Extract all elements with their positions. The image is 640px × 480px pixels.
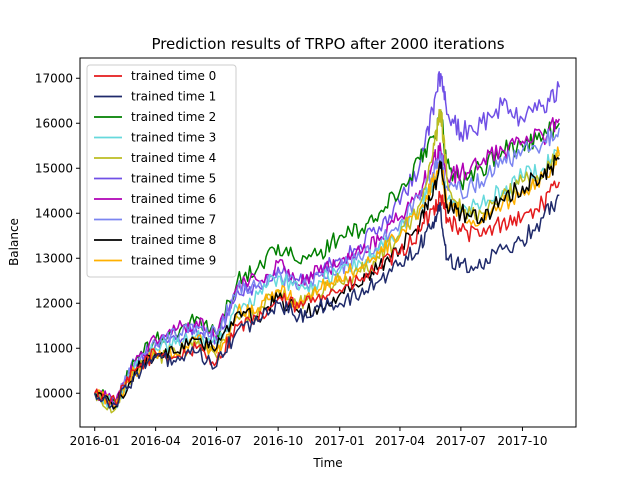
y-tick-label: 12000 — [35, 296, 73, 310]
y-tick-label: 15000 — [35, 161, 73, 175]
x-tick-label: 2017-01 — [315, 434, 365, 448]
legend-label: trained time 5 — [131, 172, 216, 186]
y-axis-ticks: 10000 11000 12000 13000 14000 15000 16000 17000 — [35, 71, 80, 400]
y-tick-label: 14000 — [35, 206, 73, 220]
series-line-6 — [94, 117, 560, 407]
y-tick-label: 17000 — [35, 71, 73, 85]
series-line-2 — [94, 111, 560, 407]
legend-label: trained time 0 — [131, 69, 216, 83]
legend: trained time 0 trained time 1 trained time… — [86, 64, 237, 278]
legend-label: trained time 3 — [131, 131, 216, 145]
y-tick-label: 10000 — [35, 386, 73, 400]
series-line-8 — [94, 154, 560, 410]
y-tick-label: 13000 — [35, 251, 73, 265]
legend-label: trained time 9 — [131, 254, 216, 268]
legend-label: trained time 6 — [131, 192, 216, 206]
x-tick-label: 2017-04 — [375, 434, 425, 448]
x-tick-label: 2017-07 — [436, 434, 486, 448]
legend-label: trained time 8 — [131, 233, 216, 247]
x-tick-label: 2017-10 — [497, 434, 547, 448]
plot-frame — [79, 57, 577, 428]
legend-label: trained time 4 — [131, 151, 216, 165]
series-line-0 — [94, 180, 561, 406]
x-axis-label: Time — [312, 456, 342, 470]
x-tick-label: 2016-04 — [131, 434, 181, 448]
series-line-1 — [93, 194, 560, 409]
x-axis-ticks: 2016-01 2016-04 2016-07 2016-10 2017-01 2017-… — [70, 427, 548, 448]
x-tick-label: 2016-01 — [70, 434, 120, 448]
legend-label: trained time 1 — [131, 90, 216, 104]
y-tick-label: 11000 — [35, 341, 73, 355]
x-tick-label: 2016-10 — [253, 434, 303, 448]
series-lines — [93, 71, 561, 414]
series-line-9 — [94, 146, 561, 408]
y-axis-label: Balance — [7, 218, 21, 266]
legend-label: trained time 7 — [131, 213, 216, 227]
chart-title: Prediction results of TRPO after 2000 it… — [151, 35, 504, 53]
legend-box — [86, 64, 237, 278]
x-tick-label: 2016-07 — [191, 434, 241, 448]
series-line-3 — [94, 149, 560, 409]
y-tick-label: 16000 — [35, 116, 73, 130]
legend-label: trained time 2 — [131, 110, 216, 124]
